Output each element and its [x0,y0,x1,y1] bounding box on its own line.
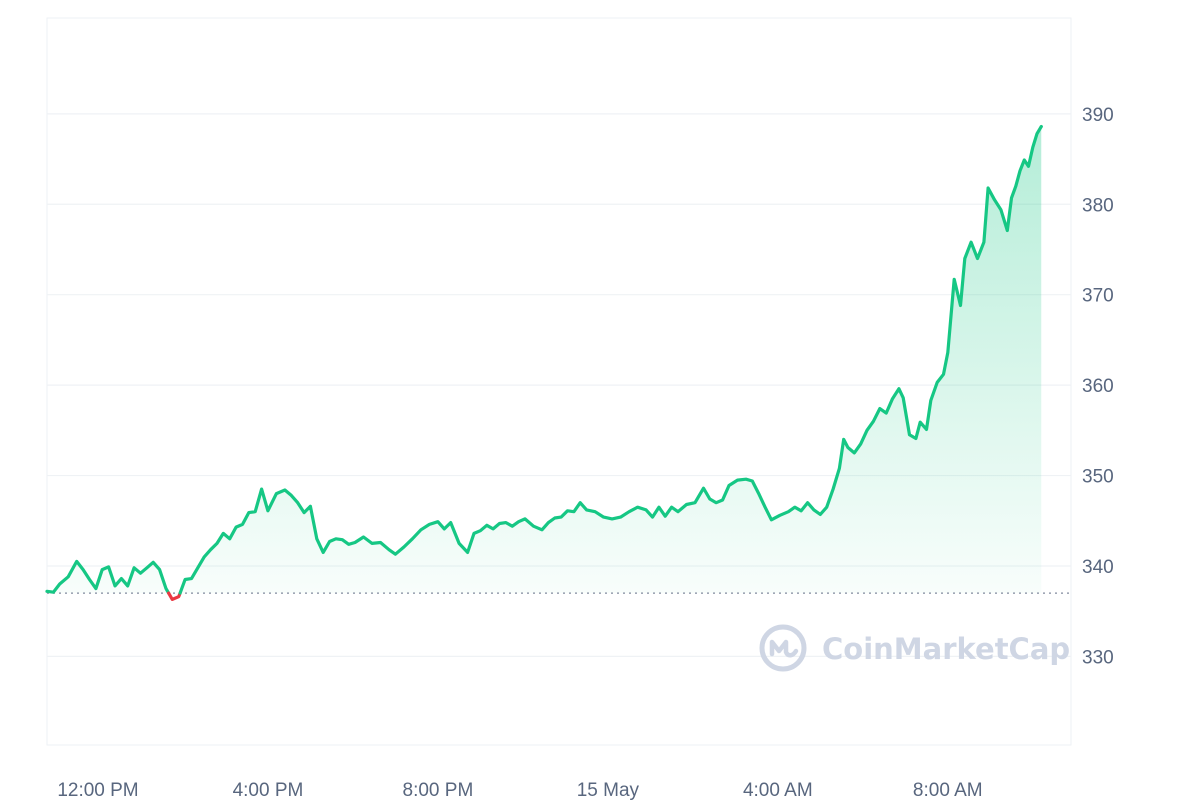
x-tick-label: 8:00 PM [403,780,474,800]
plot-frame [46,17,1072,746]
x-tick-label: 4:00 PM [233,780,304,800]
y-tick-label: 380 [1082,195,1114,216]
x-tick-label: 15 May [577,780,640,800]
watermark: CoinMarketCap [759,624,1070,672]
price-line [45,124,1043,602]
y-tick-label: 390 [1082,105,1114,126]
x-tick-label: 12:00 PM [57,780,138,800]
coinmarketcap-logo-icon [759,624,807,672]
y-tick-label: 340 [1082,557,1114,578]
x-tick-label: 4:00 AM [743,780,813,800]
y-tick-label: 350 [1082,467,1114,488]
x-axis: 12:00 PM 4:00 PM 8:00 PM 15 May 4:00 AM 8:00 … [57,780,982,800]
x-tick-label: 8:00 AM [913,780,983,800]
price-area [47,126,1042,594]
watermark-text: CoinMarketCap [822,632,1070,666]
y-tick-label: 330 [1082,647,1114,668]
y-tick-label: 360 [1082,376,1114,397]
y-axis: 330 340 350 360 370 380 390 [1082,105,1114,669]
y-tick-label: 370 [1082,286,1114,307]
price-line-down [167,591,182,602]
price-area-fill [47,126,1042,594]
price-line-up [45,559,171,595]
price-line-up [178,124,1043,595]
